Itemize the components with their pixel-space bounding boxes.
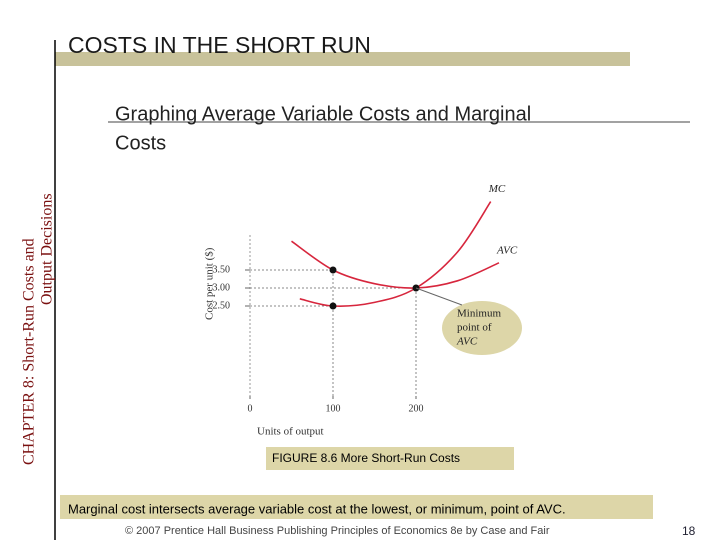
summary-box [60,495,653,519]
caption: FIGURE 8.6 More Short-Run Costs [272,451,460,465]
side-title: Output Decisions [39,193,56,305]
annotation: AVC [456,336,478,348]
y-tick-label: 3.00 [213,282,231,293]
title-bar [55,52,630,66]
x-tick-label: 200 [409,403,424,414]
series-label: MC [488,183,506,195]
point [329,266,337,274]
series-label: AVC [496,244,518,256]
x-tick-label: 0 [248,403,253,414]
annotation-bubble [442,301,522,355]
x-tick-label: 100 [326,403,341,414]
annotation: point of [457,322,492,334]
point [329,302,337,310]
x-axis-label: Units of output [257,426,324,438]
subtitle: Graphing Average Variable Costs and Marg… [115,103,531,125]
annotation-pointer [415,287,463,306]
annotation: Minimum [457,308,501,320]
footer: © 2007 Prentice Hall Business Publishing… [125,525,550,537]
y-tick-label: 3.50 [213,264,231,275]
y-axis-label: Cost per unit ($) [204,247,216,320]
side-title: CHAPTER 8: Short-Run Costs and [21,238,38,465]
slide-title: COSTS IN THE SHORT RUN [68,32,371,58]
curve [291,240,500,289]
caption-box [266,447,514,470]
y-tick-label: 2.50 [213,300,231,311]
subtitle: Costs [115,132,166,154]
curve [299,201,492,307]
summary: Marginal cost intersects average variabl… [68,501,566,516]
page-number: 18 [682,524,696,538]
